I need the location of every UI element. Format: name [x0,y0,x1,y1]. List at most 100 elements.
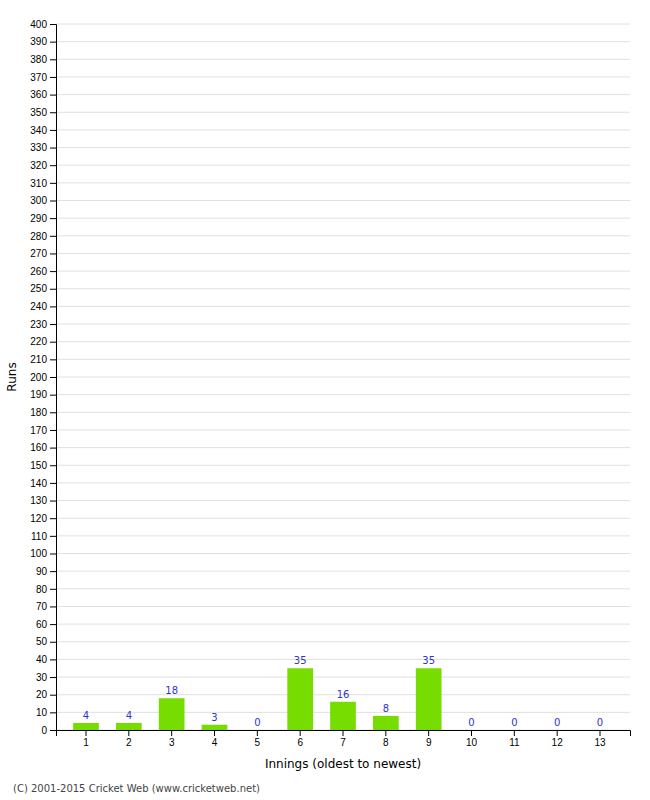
bar [244,730,270,731]
y-tick-label: 330 [30,142,47,153]
x-tick-mark [128,730,129,736]
y-tick-label: 80 [36,584,48,595]
grid-line [56,94,630,95]
x-tick: 10 [466,730,478,748]
grid-line [56,112,630,113]
data-label: 0 [597,717,603,728]
y-tick: 150 [30,460,56,471]
y-tick: 80 [36,584,56,595]
y-tick-mark [50,554,56,555]
grid-line [56,659,630,660]
x-tick-mark [343,730,344,736]
y-tick-label: 50 [36,636,48,647]
x-tick-mark [214,730,215,736]
y-tick: 0 [41,725,56,736]
y-tick-mark [50,289,56,290]
bars [73,668,441,730]
y-tick: 260 [30,266,56,277]
data-label: 18 [165,685,178,696]
grid-line [56,165,630,166]
x-tick-label: 2 [126,737,132,748]
x-tick-mark [385,730,386,736]
y-tick-mark [50,395,56,396]
x-tick-mark [600,730,601,736]
y-tick-label: 210 [30,354,47,365]
grid-line [56,553,630,554]
y-tick-label: 380 [30,54,47,65]
x-tick-mark [171,730,172,736]
y-tick-label: 230 [30,319,47,330]
y-tick-label: 130 [30,495,47,506]
y-axis-title: Runs [5,362,19,391]
grid-line [56,447,630,448]
y-tick-mark [50,218,56,219]
grid-line [56,412,630,413]
grid [56,24,630,730]
y-tick: 10 [36,707,56,718]
grid-line [56,218,630,219]
y-tick: 350 [30,107,56,118]
y-axis-line [50,25,57,731]
y-tick-label: 170 [30,425,47,436]
y-tick: 210 [30,354,56,365]
y-tick-label: 400 [30,19,47,30]
data-label: 8 [383,703,389,714]
y-tick-mark [50,253,56,254]
y-tick: 180 [30,407,56,418]
y-tick: 380 [30,54,56,65]
x-tick: 6 [297,730,303,748]
bar [416,668,442,730]
y-tick-mark [50,342,56,343]
y-tick-label: 360 [30,89,47,100]
y-tick: 30 [36,672,56,683]
y-tick-label: 370 [30,72,47,83]
data-label: 0 [254,717,260,728]
grid-line [56,429,630,430]
data-label: 0 [554,717,560,728]
x-tick: 5 [255,730,261,748]
y-tick-mark [50,712,56,713]
bar [373,716,399,730]
y-tick: 20 [36,689,56,700]
x-tick-mark [257,730,258,736]
y-tick-label: 70 [36,601,48,612]
grid-line [56,182,630,183]
y-tick: 160 [30,442,56,453]
footer: (C) 2001-2015 Cricket Web (www.cricketwe… [13,783,260,794]
y-tick: 200 [30,372,56,383]
x-axis: 12345678910111213 [57,730,631,748]
y-tick: 300 [30,195,56,206]
grid-line [56,624,630,625]
grid-line [56,59,630,60]
y-tick: 270 [30,248,56,259]
grid-line [56,341,630,342]
y-tick-mark [50,42,56,43]
y-tick-mark [50,536,56,537]
y-tick-mark [50,677,56,678]
x-tick-label: 11 [509,737,520,748]
bar [330,702,356,730]
grid-line [56,518,630,519]
y-tick: 100 [30,548,56,559]
y-tick-mark [50,236,56,237]
y-tick: 90 [36,566,56,577]
y-tick-mark [50,659,56,660]
y-tick-label: 140 [30,478,47,489]
grid-line [56,147,630,148]
x-tick-label: 8 [383,737,389,748]
x-tick-label: 3 [169,737,175,748]
grid-line [56,288,630,289]
y-tick-mark [50,324,56,325]
y-tick: 320 [30,160,56,171]
y-tick-label: 310 [30,178,47,189]
y-tick: 360 [30,89,56,100]
y-tick: 390 [30,36,56,47]
bar [116,723,142,730]
x-tick: 8 [383,730,389,748]
y-tick-mark [50,24,56,25]
plot: 1234567891011121301020304050607080901001… [30,19,630,748]
data-label: 4 [126,710,132,721]
y-tick: 280 [30,231,56,242]
x-tick: 13 [594,730,606,748]
x-axis-line [57,731,631,737]
